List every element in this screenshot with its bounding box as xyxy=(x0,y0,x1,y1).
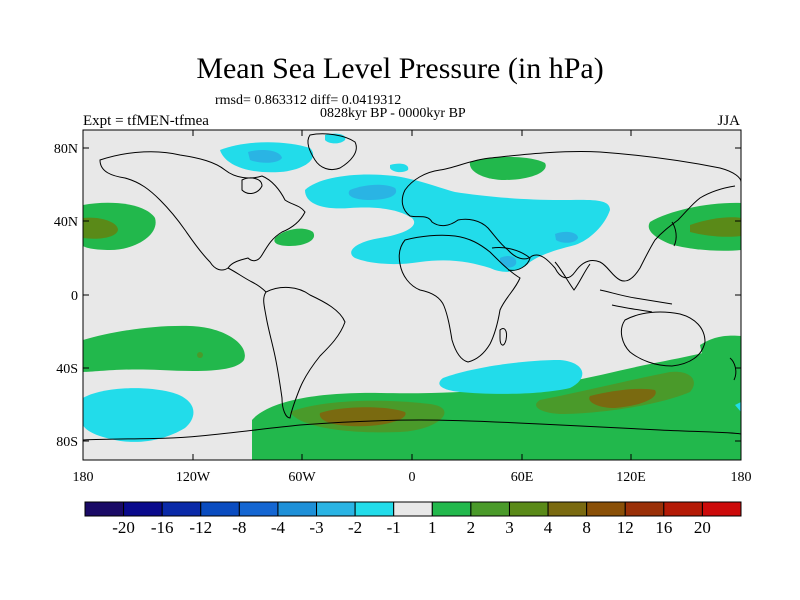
colorbar-cell xyxy=(161,501,202,517)
colorbar-cell xyxy=(277,501,318,517)
colorbar-cell xyxy=(701,501,742,517)
coast-central-america xyxy=(227,267,267,293)
lat-tick-40s: 40S xyxy=(56,362,78,377)
n-pacific-east-olive xyxy=(690,217,741,237)
lat-tick-40n: 40N xyxy=(54,215,78,230)
colorbar-label: -4 xyxy=(270,518,286,537)
colorbar-cell xyxy=(238,501,279,517)
colorbar-cell xyxy=(84,501,125,517)
s-pacific-west-green xyxy=(83,325,245,372)
stats-text: rmsd= 0.863312 diff= 0.0419312 xyxy=(215,93,402,108)
coast-hudson xyxy=(241,177,263,194)
anomaly-field xyxy=(83,133,741,460)
coastlines xyxy=(83,133,741,441)
arctic-cyan-3 xyxy=(390,163,409,173)
period-text: 0828kyr BP - 0000kyr BP xyxy=(320,106,466,121)
coast-antarctica xyxy=(83,419,741,441)
lon-tick-60e: 60E xyxy=(511,470,534,485)
colorbar-cell xyxy=(354,501,395,517)
lat-tick-80s: 80S xyxy=(56,435,78,450)
colorbar-cell xyxy=(316,501,356,517)
colorbar-label: 4 xyxy=(543,518,553,537)
colorbar-cell xyxy=(431,501,472,517)
colorbar-cell xyxy=(547,501,588,517)
coast-arabia xyxy=(491,247,531,271)
colorbar-label: -20 xyxy=(112,518,135,537)
coast-africa xyxy=(398,234,521,363)
colorbar-cell xyxy=(663,501,703,517)
map-title: Mean Sea Level Pressure (in hPa) xyxy=(196,52,604,85)
coast-australia xyxy=(620,311,706,367)
colorbar xyxy=(84,501,742,517)
colorbar-label: -2 xyxy=(348,518,363,537)
lon-tick-0: 0 xyxy=(409,470,416,485)
colorbar-label: -12 xyxy=(189,518,213,537)
coast-japan xyxy=(671,221,677,247)
coast-eurasia xyxy=(401,151,741,282)
colorbar-label: 16 xyxy=(655,518,673,537)
s-pacific-dot xyxy=(197,352,203,358)
coast-indonesia xyxy=(599,289,673,313)
atlantic-green xyxy=(274,228,315,246)
lat-ticks xyxy=(83,147,741,442)
colorbar-cell xyxy=(123,501,163,517)
coast-south-america xyxy=(263,287,346,419)
colorbar-cell xyxy=(624,501,665,517)
lon-tick-180w: 180 xyxy=(73,470,94,485)
southern-brown-2 xyxy=(589,388,656,408)
arctic-light-blue xyxy=(248,150,282,163)
coast-india xyxy=(554,261,591,291)
colorbar-label: 8 xyxy=(582,518,591,537)
coast-north-america xyxy=(99,151,306,271)
s-pacific-cyan-east xyxy=(735,402,741,412)
lon-tick-60w: 60W xyxy=(288,470,316,485)
russia-green xyxy=(469,156,546,180)
lat-tick-80n: 80N xyxy=(54,142,78,157)
arabia-light-blue xyxy=(500,256,517,268)
coast-greenland xyxy=(307,133,357,171)
s-pacific-cyan xyxy=(83,388,194,442)
lon-ticks xyxy=(192,130,632,460)
n-atlantic-light-blue xyxy=(348,184,397,200)
s-pacific-east-green xyxy=(700,335,741,390)
colorbar-label: -3 xyxy=(309,518,324,537)
colorbar-label: 2 xyxy=(466,518,476,537)
lon-tick-120e: 120E xyxy=(616,470,646,485)
lat-labels: 80N 40N 0 40S 80S xyxy=(54,142,78,450)
colorbar-label: 20 xyxy=(693,518,711,537)
coast-madagascar xyxy=(499,327,507,346)
colorbar-cell xyxy=(393,501,433,517)
colorbar-label: -8 xyxy=(232,518,247,537)
colorbar-cell xyxy=(200,501,240,517)
india-light-blue xyxy=(555,231,578,243)
colorbar-label: -16 xyxy=(150,518,174,537)
colorbar-label: 3 xyxy=(505,518,514,537)
colorbar-label: 12 xyxy=(616,518,634,537)
southern-brown-1 xyxy=(319,407,406,427)
season-label: JJA xyxy=(717,113,740,129)
colorbar-cell xyxy=(586,501,626,517)
lon-tick-180e: 180 xyxy=(731,470,752,485)
experiment-label: Expt = tfMEN-tfmea xyxy=(83,113,209,129)
colorbar-cell xyxy=(508,501,549,517)
n-pacific-west-olive xyxy=(83,217,118,239)
lat-tick-0: 0 xyxy=(71,289,78,304)
lon-labels: 180 120W 60W 0 60E 120E 180 xyxy=(73,470,752,485)
lon-tick-120w: 120W xyxy=(176,470,211,485)
colorbar-label: 1 xyxy=(428,518,437,537)
colorbar-label: -1 xyxy=(386,518,401,537)
colorbar-cell xyxy=(470,501,510,517)
indian-ocean-cyan xyxy=(439,360,583,394)
